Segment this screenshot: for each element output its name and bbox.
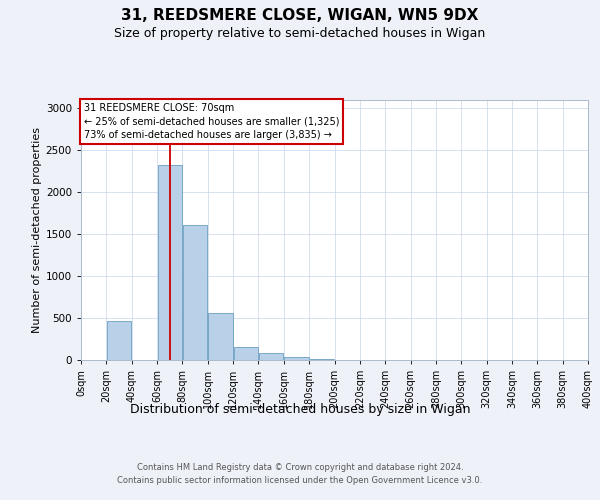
Text: Size of property relative to semi-detached houses in Wigan: Size of property relative to semi-detach… [115, 28, 485, 40]
Text: Distribution of semi-detached houses by size in Wigan: Distribution of semi-detached houses by … [130, 402, 470, 415]
Text: Contains public sector information licensed under the Open Government Licence v3: Contains public sector information licen… [118, 476, 482, 485]
Y-axis label: Number of semi-detached properties: Number of semi-detached properties [32, 127, 41, 333]
Bar [284, 358, 308, 360]
Bar [310, 359, 334, 360]
Bar [208, 313, 233, 360]
Bar [107, 320, 131, 360]
Bar [259, 354, 283, 360]
Text: 31, REEDSMERE CLOSE, WIGAN, WN5 9DX: 31, REEDSMERE CLOSE, WIGAN, WN5 9DX [121, 8, 479, 22]
Text: Contains HM Land Registry data © Crown copyright and database right 2024.: Contains HM Land Registry data © Crown c… [137, 462, 463, 471]
Bar [183, 225, 207, 360]
Bar [158, 164, 182, 360]
Bar [233, 348, 258, 360]
Text: 31 REEDSMERE CLOSE: 70sqm
← 25% of semi-detached houses are smaller (1,325)
73% : 31 REEDSMERE CLOSE: 70sqm ← 25% of semi-… [83, 104, 339, 140]
